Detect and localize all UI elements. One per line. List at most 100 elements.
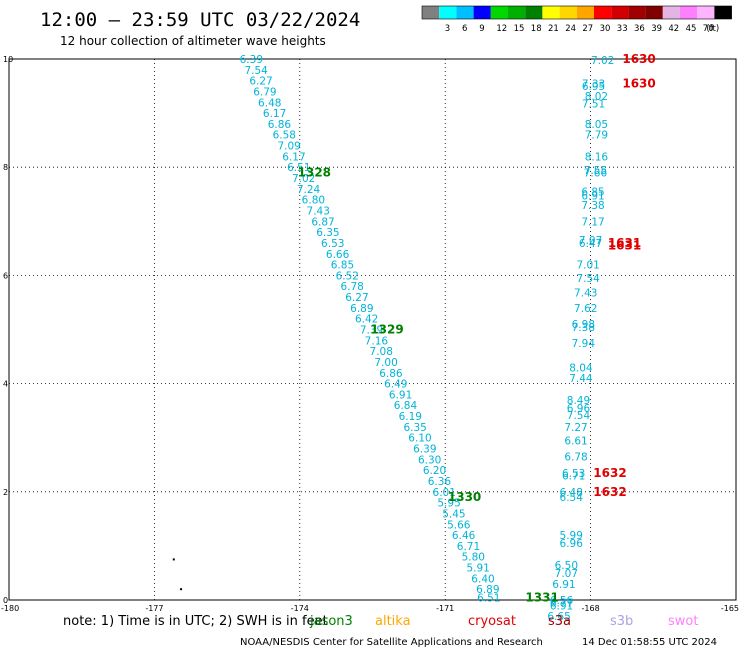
wave-height-value: 6.39 bbox=[240, 54, 263, 66]
pass-number-label: 1630 bbox=[622, 76, 655, 90]
point-marker bbox=[172, 558, 175, 561]
wave-height-value: 7.38 bbox=[572, 322, 595, 334]
wave-height-value: 6.01 bbox=[433, 487, 456, 499]
wave-height-value: 5.66 bbox=[447, 519, 471, 531]
wave-height-value: 8.02 bbox=[585, 91, 608, 103]
colorbar-label: 15 bbox=[514, 24, 525, 34]
axis-ticks: -180 -177 -174 -171 -168 -165 10 8 6 4 2 0 bbox=[1, 55, 739, 613]
colorbar-label: 9 bbox=[479, 24, 484, 34]
mission-legend: jason3 altika cryosat s3a s3b swot bbox=[309, 614, 698, 629]
colorbar-label: 12 bbox=[496, 24, 507, 34]
colorbar-label: 6 bbox=[462, 24, 467, 34]
colorbar-label: 18 bbox=[531, 24, 542, 34]
colorbar-swatch bbox=[559, 6, 577, 19]
colorbar-swatch bbox=[542, 6, 560, 19]
wave-height-value: 5.80 bbox=[462, 552, 485, 564]
wave-height-value: 7.08 bbox=[370, 346, 393, 358]
colorbar-label: 27 bbox=[582, 24, 593, 34]
wave-height-value: 6.78 bbox=[564, 452, 587, 464]
colorbar-swatch bbox=[456, 6, 474, 19]
wave-height-value: 6.47 bbox=[579, 238, 602, 250]
wave-height-value: 6.36 bbox=[428, 476, 452, 488]
wave-height-value: 7.43 bbox=[307, 205, 330, 217]
wave-height-value: 7.94 bbox=[572, 338, 596, 350]
colorbar-label: 30 bbox=[600, 24, 611, 34]
colorbar-swatch bbox=[525, 6, 543, 19]
wave-height-value: 6.85 bbox=[331, 260, 354, 272]
wave-height-value: 6.96 bbox=[560, 538, 584, 550]
wave-height-value: 6.51 bbox=[477, 592, 500, 604]
wave-height-value: 6.96 bbox=[567, 403, 591, 415]
colorbar-unit: (ft) bbox=[706, 24, 719, 34]
wave-height-value: 6.61 bbox=[564, 435, 587, 447]
wave-height-value: 6.86 bbox=[379, 368, 403, 380]
markers bbox=[172, 558, 183, 591]
wave-height-value: 6.30 bbox=[418, 454, 441, 466]
wave-height-value: 6.79 bbox=[253, 86, 276, 98]
footer-credit: NOAA/NESDIS Center for Satellite Applica… bbox=[240, 637, 543, 648]
wave-height-value: 6.20 bbox=[423, 465, 446, 477]
wave-height-value: 6.50 bbox=[555, 560, 578, 572]
colorbar-swatch bbox=[508, 6, 526, 19]
note-text: note: 1) Time is in UTC; 2) SWH is in fe… bbox=[63, 614, 328, 629]
colorbar-swatch bbox=[714, 6, 732, 19]
page-title: 12:00 – 23:59 UTC 03/22/2024 bbox=[40, 9, 360, 31]
wave-height-tracks: 6.397.546.276.796.486.176.866.587.096.17… bbox=[240, 54, 615, 623]
colorbar-swatch bbox=[645, 6, 663, 19]
wave-height-value: 6.89 bbox=[476, 584, 499, 596]
wave-height-value: 7.62 bbox=[574, 303, 597, 315]
wave-height-value: 7.27 bbox=[564, 422, 587, 434]
plot-frame bbox=[8, 58, 737, 601]
colorbar-label: 36 bbox=[634, 24, 645, 34]
wave-height-value: 6.91 bbox=[581, 190, 604, 202]
wave-height-value: 6.51 bbox=[287, 162, 310, 174]
y-tick-label: 10 bbox=[3, 55, 13, 64]
colorbar-border bbox=[421, 5, 732, 20]
pass-number-label: 1631 bbox=[608, 236, 641, 250]
colorbar-label: 39 bbox=[651, 24, 662, 34]
wave-height-value: 6.91 bbox=[389, 389, 412, 401]
wave-height-value: 6.48 bbox=[560, 487, 583, 499]
wave-height-value: 6.46 bbox=[452, 530, 476, 542]
footer-timestamp: 14 Dec 01:58:55 UTC 2024 bbox=[582, 637, 717, 648]
y-tick-label: 2 bbox=[3, 488, 8, 497]
wave-height-value: 6.10 bbox=[408, 433, 431, 445]
wave-height-value: 6.35 bbox=[316, 227, 339, 239]
wave-height-value: 6.89 bbox=[350, 303, 373, 315]
colorbar-legend: 3 6 9 12 15 18 21 24 27 30 33 36 39 42 45 70(ft) bbox=[421, 5, 732, 34]
wave-height-value: 7.00 bbox=[374, 357, 397, 369]
page-subtitle: 12 hour collection of altimeter wave hei… bbox=[60, 34, 326, 48]
wave-height-value: 7.54 bbox=[244, 65, 268, 77]
wave-height-value: 7.16 bbox=[365, 335, 389, 347]
wave-height-value: 5.95 bbox=[437, 498, 460, 510]
mission-label: s3b bbox=[610, 614, 633, 629]
wave-height-value: 7.02 bbox=[591, 55, 614, 67]
colorbar-swatch bbox=[662, 6, 680, 19]
wave-height-value: 6.49 bbox=[384, 379, 407, 391]
pass-number-label: 1632 bbox=[593, 466, 626, 480]
wave-height-value: 6.80 bbox=[302, 195, 325, 207]
wave-height-value: 7.54 bbox=[576, 273, 600, 285]
colorbar-swatch bbox=[473, 6, 491, 19]
wave-height-value: 7.01 bbox=[576, 260, 599, 272]
x-tick-label: -171 bbox=[436, 604, 454, 613]
wave-height-value: 7.09 bbox=[277, 141, 300, 153]
wave-height-value: 6.84 bbox=[394, 400, 418, 412]
wave-height-value: 6.95 bbox=[582, 81, 605, 93]
pass-number-label: 1632 bbox=[593, 485, 626, 499]
colorbar-swatch bbox=[490, 6, 508, 19]
wave-height-value: 7.51 bbox=[582, 98, 605, 110]
wave-height-value: 5.99 bbox=[560, 530, 583, 542]
wave-height-value: 6.71 bbox=[457, 541, 480, 553]
colorbar-swatch bbox=[628, 6, 646, 19]
colorbar-label: 21 bbox=[548, 24, 559, 34]
wave-height-value: 6.17 bbox=[263, 108, 286, 120]
wave-height-value: 6.58 bbox=[273, 130, 296, 142]
wave-height-value: 7.55 bbox=[584, 165, 607, 177]
colorbar-label: 45 bbox=[686, 24, 697, 34]
wave-height-value: 6.78 bbox=[340, 281, 363, 293]
wave-height-value: 7.07 bbox=[579, 235, 602, 247]
pass-number-label: 1630 bbox=[622, 52, 655, 66]
